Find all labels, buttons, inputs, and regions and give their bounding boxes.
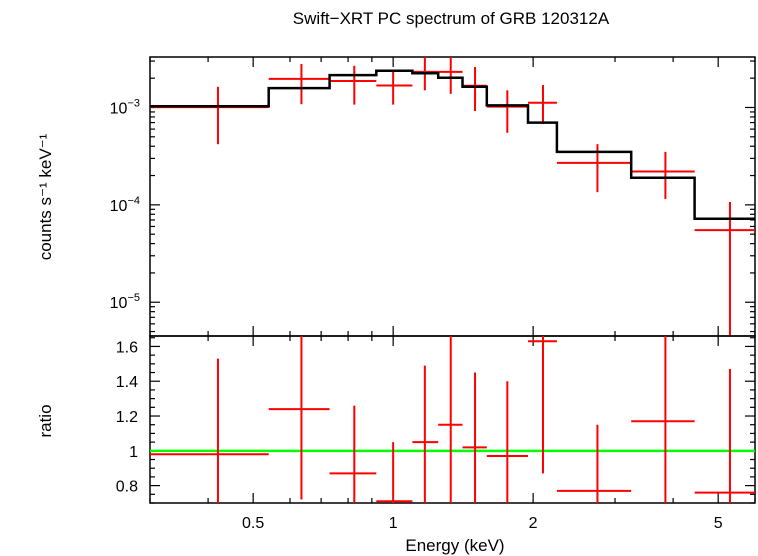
data-point <box>438 57 463 94</box>
ratio-point <box>486 381 529 503</box>
ratio-point <box>376 442 413 503</box>
x-tick-label: 5 <box>714 515 723 532</box>
ratio-point <box>268 336 330 500</box>
ratio-point <box>150 358 269 503</box>
x-tick-label: 0.5 <box>242 515 264 532</box>
ratio-point <box>438 336 463 503</box>
ratio-frame <box>149 335 756 504</box>
data-point <box>329 65 377 105</box>
ratio-point <box>556 424 632 503</box>
x-tick-label: 1 <box>389 515 398 532</box>
y-tick-label: 10−3 <box>110 97 140 117</box>
data-point <box>486 90 529 133</box>
chart-title: Swift−XRT PC spectrum of GRB 120312A <box>293 9 610 28</box>
ratio-point <box>694 369 755 503</box>
y-tick-label: 10−4 <box>110 195 140 215</box>
data-point <box>462 67 487 112</box>
data-point <box>694 201 755 336</box>
data-point <box>150 86 269 145</box>
ratio-panel: 0.8 1 1.2 1.4 1.6 <box>116 335 756 504</box>
data-point <box>376 71 413 105</box>
ratio-point <box>528 336 557 474</box>
plot-area: 10−5 10−4 10−3 0.8 1 1.2 1.4 1.6 0.5 1 2 5 <box>110 56 756 532</box>
y-tick-label: 1 <box>129 444 138 461</box>
model-step-line <box>150 69 755 221</box>
spectrum-frame <box>149 56 756 337</box>
x-tick-label: 2 <box>529 515 538 532</box>
y-tick-label: 1.4 <box>116 374 138 391</box>
ratio-point <box>329 405 377 503</box>
spectrum-panel: 10−5 10−4 10−3 <box>110 56 756 337</box>
y-tick-label: 0.8 <box>116 479 138 496</box>
data-point <box>528 85 557 124</box>
y-tick-label: 10−5 <box>110 292 140 312</box>
y-tick-label: 1.2 <box>116 409 138 426</box>
ratio-point <box>631 336 695 503</box>
y-tick-label: 1.6 <box>116 339 138 356</box>
data-point <box>631 151 695 199</box>
data-point <box>268 63 330 105</box>
ratio-point <box>462 372 487 503</box>
x-axis-label: Energy (keV) <box>405 536 504 555</box>
ratio-point <box>412 365 439 503</box>
ratio-y-axis-label: ratio <box>36 404 55 437</box>
spectrum-y-axis-label: counts s⁻¹ keV⁻¹ <box>36 133 55 260</box>
